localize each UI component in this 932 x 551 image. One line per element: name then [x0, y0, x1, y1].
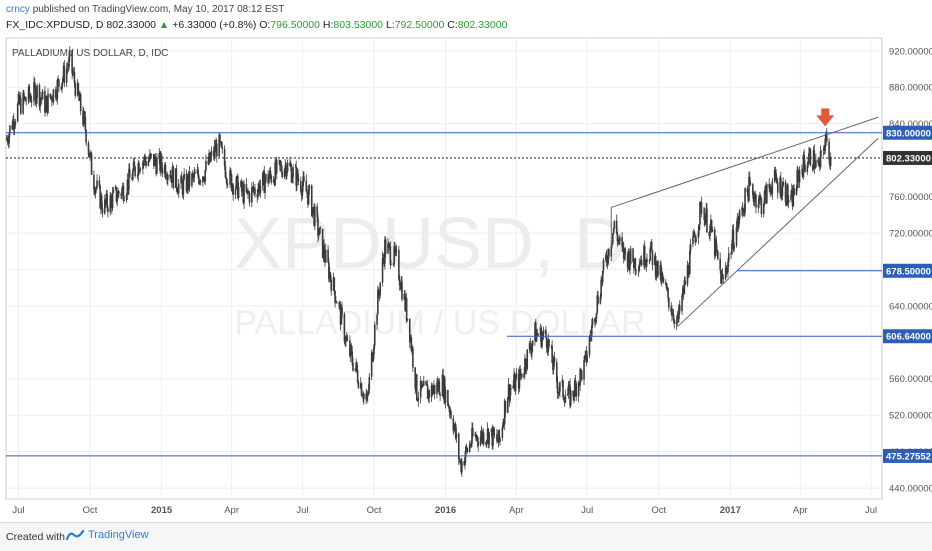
- change-arrow-icon: ▲: [158, 19, 170, 31]
- price-tag-label: 678.50000: [886, 266, 931, 277]
- price-chart[interactable]: 920.00000 880.00000 840.00000 760.00000 720.…: [0, 0, 932, 522]
- y-tick-label: 840.00000: [889, 119, 932, 130]
- low-value: 792.50000: [394, 19, 445, 31]
- price-tag: [883, 448, 932, 463]
- x-tick-label: 2016: [435, 505, 456, 516]
- x-tick-label: Oct: [367, 505, 382, 516]
- x-tick-label: Jul: [865, 505, 877, 516]
- x-tick-label: Jul: [12, 505, 24, 516]
- symbol-label: FX_IDC:XPDUSD, D: [6, 19, 104, 31]
- tradingview-brand-label: TradingView: [88, 529, 149, 541]
- change-value: +6.33000 (+0.8%): [172, 19, 257, 31]
- close-value: 802.33000: [457, 19, 508, 31]
- footer-bar: Created with TradingView: [0, 522, 932, 551]
- low-label: L:: [385, 19, 395, 31]
- down-arrow-icon: [816, 108, 835, 127]
- y-tick-label: 720.00000: [889, 228, 932, 239]
- created-with-text: Created with: [6, 531, 65, 543]
- price-tag: [883, 263, 932, 278]
- ohlc-legend: FX_IDC:XPDUSD, D 802.33000 ▲ +6.33000 (+…: [6, 19, 507, 31]
- author-link[interactable]: crncy: [6, 4, 30, 15]
- publish-info: crncy published on TradingView.com, May …: [6, 4, 284, 15]
- watermark-symbol: XPDUSD, D: [234, 204, 626, 284]
- watermark-name: PALLADIUM / US DOLLAR: [234, 304, 645, 342]
- x-tick-label: Jul: [581, 505, 593, 516]
- plot-area: [5, 37, 883, 500]
- x-tick-label: Apr: [224, 505, 239, 516]
- x-tick-label: Apr: [793, 505, 808, 516]
- y-tick-label: 880.00000: [889, 83, 932, 94]
- y-tick-label: 920.00000: [889, 46, 932, 57]
- y-tick-label: 640.00000: [889, 301, 932, 312]
- price-tag-label: 606.64000: [886, 332, 931, 343]
- close-label: C:: [447, 19, 458, 31]
- price-tag-label: 830.00000: [886, 128, 931, 139]
- price-tag-label: 475.27552: [886, 451, 931, 462]
- x-tick-label: Jul: [296, 505, 308, 516]
- y-tick-label: 560.00000: [889, 374, 932, 385]
- price-tag: [883, 125, 932, 140]
- x-tick-label: Oct: [83, 505, 98, 516]
- high-label: H:: [322, 19, 334, 31]
- tradingview-logo-icon: [66, 529, 84, 541]
- y-tick-label: 760.00000: [889, 192, 932, 203]
- chart-title: PALLADIUM / US DOLLAR, D, IDC: [12, 48, 169, 59]
- last-price-tag: [883, 150, 932, 165]
- open-label: O:: [259, 19, 271, 31]
- price-tag: [883, 329, 932, 344]
- y-tick-label: 520.00000: [889, 411, 932, 422]
- trendline: [611, 116, 879, 208]
- publish-text: published on TradingView.com, May 10, 20…: [32, 4, 285, 15]
- x-tick-label: 2015: [151, 505, 173, 516]
- last-price-label: 802.33000: [886, 153, 931, 164]
- tradingview-brand-link[interactable]: TradingView: [66, 529, 149, 541]
- trendline: [677, 137, 879, 328]
- x-tick-label: Oct: [651, 505, 666, 516]
- open-value: 796.50000: [270, 19, 320, 31]
- y-tick-label: 440.00000: [889, 484, 932, 495]
- last-value: 802.33000: [106, 19, 156, 31]
- high-value: 803.53000: [333, 19, 384, 31]
- x-tick-label: 2017: [720, 505, 741, 516]
- x-tick-label: Apr: [509, 505, 524, 516]
